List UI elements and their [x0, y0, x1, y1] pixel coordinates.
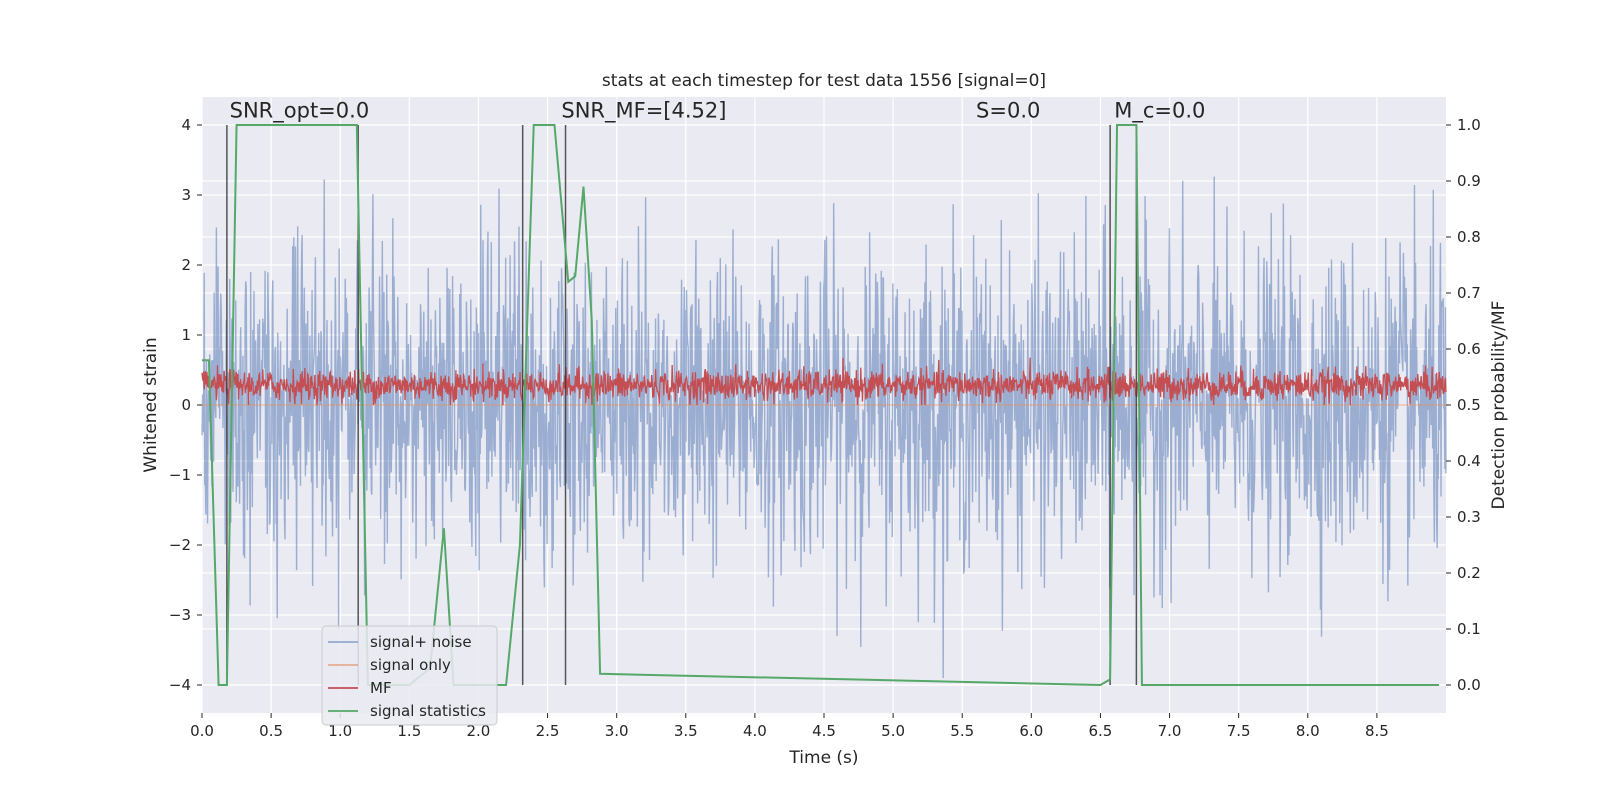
legend-box	[321, 625, 498, 726]
y-right-tick-label-5: 0.5	[1457, 396, 1481, 414]
x-tick-label-13: 6.5	[1089, 722, 1113, 740]
tick-layer: 0.0 0.5 1.0 1.5 2.0 2.5 3.0 3.5 4.0 4.5 5.0 5.5 6.0 6…	[169, 116, 1481, 740]
y-right-tick-label-7: 0.7	[1457, 284, 1481, 302]
series-mf	[201, 357, 1447, 406]
x-tick-label-15: 7.5	[1227, 722, 1251, 740]
x-tick-label-16: 8.0	[1296, 722, 1320, 740]
y-left-tick-label-7: 3	[181, 186, 191, 204]
y-left-tick-label-0: −4	[169, 676, 191, 694]
legend-label-signal-statistics: signal statistics	[370, 702, 486, 720]
legend-label-signal-noise: signal+ noise	[370, 633, 472, 651]
legend-label-signal-only: signal only	[370, 656, 451, 674]
x-tick-label-7: 3.5	[674, 722, 698, 740]
annotation-snr-opt: SNR_opt=0.0	[230, 99, 370, 124]
y-left-tick-label-1: −3	[169, 606, 191, 624]
x-tick-label-6: 3.0	[605, 722, 629, 740]
annotation-s: S=0.0	[976, 99, 1040, 123]
stat-layer	[202, 124, 1440, 687]
y-right-tick-label-10: 1.0	[1457, 116, 1481, 134]
x-tick-label-8: 4.0	[743, 722, 767, 740]
legend: signal+ noise signal only MF signal stat…	[321, 625, 498, 726]
y-left-tick-label-3: −1	[169, 466, 191, 484]
series-signal-statistics	[202, 124, 1440, 687]
y-left-tick-label-4: 0	[181, 396, 191, 414]
x-tick-label-2: 1.0	[328, 722, 352, 740]
x-tick-label-12: 6.0	[1019, 722, 1043, 740]
x-tick-label-3: 1.5	[397, 722, 421, 740]
annotation-snr-mf: SNR_MF=[4.52]	[561, 99, 726, 124]
y-left-tick-label-5: 1	[181, 326, 191, 344]
y-right-tick-label-6: 0.6	[1457, 340, 1481, 358]
x-tick-label-0: 0.0	[190, 722, 214, 740]
y-left-tick-label-6: 2	[181, 256, 191, 274]
x-tick-label-10: 5.0	[881, 722, 905, 740]
x-tick-label-14: 7.0	[1158, 722, 1182, 740]
y-axis-left-label: Whitened strain	[141, 337, 161, 472]
y-left-tick-label-2: −2	[169, 536, 191, 554]
x-tick-label-17: 8.5	[1365, 722, 1389, 740]
y-right-tick-label-2: 0.2	[1457, 564, 1481, 582]
y-right-tick-label-4: 0.4	[1457, 452, 1481, 470]
annotation-mc: M_c=0.0	[1114, 99, 1205, 124]
y-right-tick-label-8: 0.8	[1457, 228, 1481, 246]
y-right-tick-label-3: 0.3	[1457, 508, 1481, 526]
x-tick-label-11: 5.5	[950, 722, 974, 740]
y-right-tick-label-9: 0.9	[1457, 172, 1481, 190]
x-axis-label: Time (s)	[788, 748, 858, 768]
x-tick-label-5: 2.5	[536, 722, 560, 740]
series-signal-noise	[201, 176, 1447, 679]
y-right-tick-label-1: 0.1	[1457, 620, 1481, 638]
y-axis-right-label: Detection probability/MF	[1489, 301, 1509, 510]
series-layer	[201, 176, 1447, 679]
x-tick-label-4: 2.0	[467, 722, 491, 740]
x-tick-label-1: 0.5	[259, 722, 283, 740]
x-tick-label-9: 4.5	[812, 722, 836, 740]
y-left-tick-label-8: 4	[181, 116, 191, 134]
legend-label-mf: MF	[370, 679, 392, 697]
y-right-tick-label-0: 0.0	[1457, 676, 1481, 694]
chart-title: stats at each timestep for test data 155…	[602, 71, 1046, 91]
